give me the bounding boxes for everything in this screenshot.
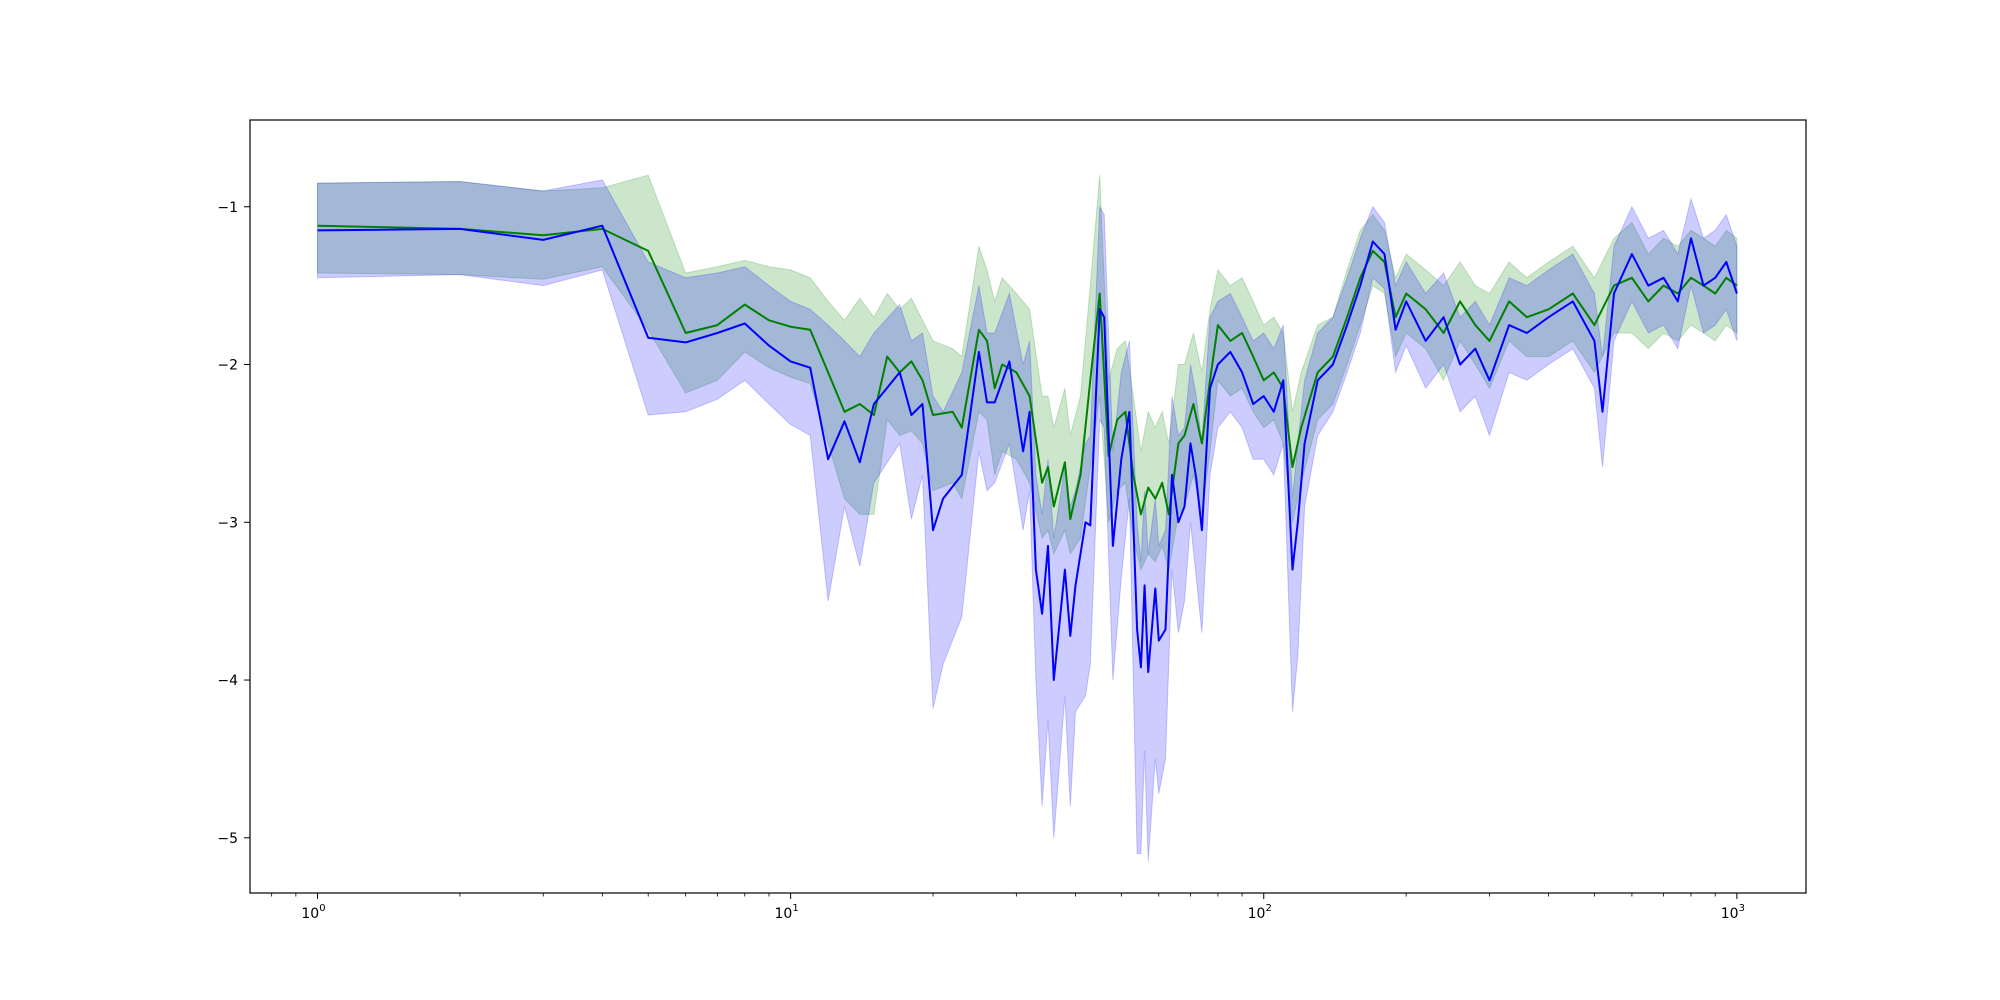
x-tick-label: 103 — [1721, 903, 1745, 922]
series-1-confidence-band — [317, 174, 1738, 572]
x-tick-label-base: 10 — [1721, 906, 1739, 922]
series-2-line — [317, 224, 1738, 681]
x-tick-label-base: 10 — [775, 906, 793, 922]
x-tick-label-exponent: 3 — [1739, 903, 1745, 914]
series-1-line — [317, 224, 1738, 521]
x-tick-label: 100 — [301, 903, 325, 922]
x-tick-label-exponent: 2 — [1265, 903, 1271, 914]
y-tick-label: −3 — [217, 515, 238, 531]
x-tick-label-exponent: 0 — [319, 903, 325, 914]
x-tick-label: 102 — [1248, 903, 1272, 922]
x-tick-label-base: 10 — [1248, 906, 1266, 922]
y-tick-label: −1 — [217, 200, 238, 216]
x-tick-label-exponent: 1 — [792, 903, 798, 914]
y-tick-label: −2 — [217, 358, 238, 374]
y-tick-label: −4 — [217, 673, 238, 689]
plot-area — [317, 174, 1738, 862]
x-tick-label: 101 — [775, 903, 799, 922]
axes-frame — [249, 119, 1807, 894]
y-tick-label: −5 — [217, 831, 238, 847]
x-tick-label-base: 10 — [301, 906, 319, 922]
